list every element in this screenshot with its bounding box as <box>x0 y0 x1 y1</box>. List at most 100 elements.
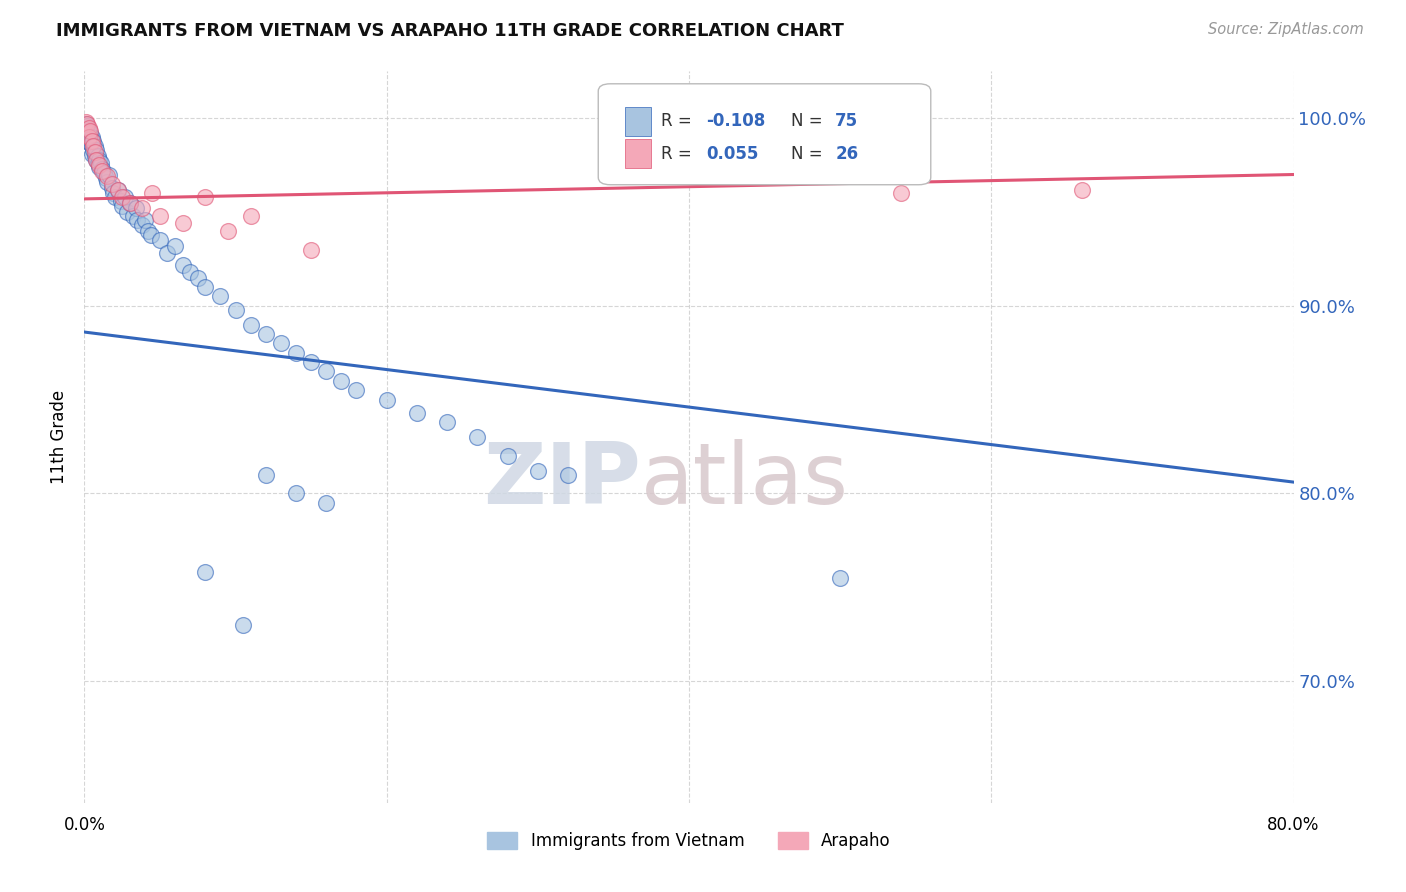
FancyBboxPatch shape <box>624 107 651 136</box>
Point <box>79 136 101 150</box>
Point <box>141 186 163 201</box>
Point <box>239 209 262 223</box>
Point <box>107 182 129 196</box>
Text: N =: N = <box>790 145 827 162</box>
Point <box>254 326 277 341</box>
Point <box>80 139 103 153</box>
Legend: Immigrants from Vietnam, Arapaho: Immigrants from Vietnam, Arapaho <box>481 825 897 856</box>
Point <box>86 153 108 167</box>
Point <box>91 161 114 176</box>
Point <box>136 224 159 238</box>
Point <box>315 364 337 378</box>
Point <box>225 302 247 317</box>
Point <box>149 233 172 247</box>
Point <box>114 190 136 204</box>
Point <box>75 130 97 145</box>
Point <box>127 212 149 227</box>
Text: IMMIGRANTS FROM VIETNAM VS ARAPAHO 11TH GRADE CORRELATION CHART: IMMIGRANTS FROM VIETNAM VS ARAPAHO 11TH … <box>56 22 844 40</box>
Point <box>77 122 100 136</box>
Text: 26: 26 <box>835 145 859 162</box>
Point <box>118 195 141 210</box>
Point <box>346 383 368 397</box>
Point <box>111 190 134 204</box>
Point <box>80 130 103 145</box>
Point <box>87 156 110 170</box>
Point <box>77 120 100 135</box>
Point <box>89 158 111 172</box>
Point <box>84 149 107 163</box>
Point <box>125 201 148 215</box>
Point <box>270 336 292 351</box>
Point <box>89 153 111 167</box>
Point <box>82 139 104 153</box>
Point <box>239 318 262 332</box>
Point <box>496 449 519 463</box>
Point <box>75 124 97 138</box>
Point <box>79 126 101 140</box>
Point <box>104 190 127 204</box>
Point <box>187 270 209 285</box>
Point <box>77 132 100 146</box>
Point <box>86 143 108 157</box>
Point <box>315 496 337 510</box>
Point <box>90 156 112 170</box>
Point <box>232 617 254 632</box>
Point <box>131 201 153 215</box>
Point <box>172 258 194 272</box>
Point <box>527 464 550 478</box>
Text: 75: 75 <box>835 112 859 130</box>
Point <box>76 128 98 142</box>
Point <box>89 160 111 174</box>
Point <box>80 147 103 161</box>
Point <box>165 239 187 253</box>
Point <box>79 124 101 138</box>
Point <box>156 246 179 260</box>
Point <box>84 145 107 159</box>
Point <box>101 186 124 201</box>
Point <box>76 134 98 148</box>
Point <box>121 209 143 223</box>
Point <box>100 177 122 191</box>
Point <box>890 186 912 201</box>
Point <box>134 212 156 227</box>
Point <box>118 195 141 210</box>
Point <box>830 571 852 585</box>
Point <box>84 139 107 153</box>
Point <box>467 430 489 444</box>
Point <box>96 175 118 189</box>
Point <box>254 467 277 482</box>
FancyBboxPatch shape <box>599 84 931 185</box>
Point <box>557 467 579 482</box>
Point <box>194 190 217 204</box>
Point <box>110 194 132 208</box>
FancyBboxPatch shape <box>624 139 651 169</box>
Point <box>87 149 110 163</box>
Point <box>139 227 162 242</box>
Point <box>91 163 114 178</box>
Point <box>75 115 97 129</box>
Text: atlas: atlas <box>641 440 849 523</box>
Point <box>82 143 104 157</box>
Point <box>86 153 108 167</box>
Point <box>80 134 103 148</box>
Point <box>76 119 98 133</box>
Point <box>100 180 122 194</box>
Point <box>111 199 134 213</box>
Point <box>194 565 217 579</box>
Point <box>217 224 239 238</box>
Point <box>94 171 117 186</box>
Point <box>93 166 115 180</box>
Point <box>179 265 201 279</box>
Point <box>285 345 308 359</box>
Point <box>375 392 398 407</box>
Text: 80.0%: 80.0% <box>1267 816 1320 834</box>
Text: N =: N = <box>790 112 827 130</box>
Point <box>1071 182 1094 196</box>
Point <box>149 209 172 223</box>
Point <box>194 280 217 294</box>
Point <box>77 130 100 145</box>
Point <box>436 415 458 429</box>
Point <box>330 374 353 388</box>
Text: -0.108: -0.108 <box>706 112 765 130</box>
Point <box>75 117 97 131</box>
